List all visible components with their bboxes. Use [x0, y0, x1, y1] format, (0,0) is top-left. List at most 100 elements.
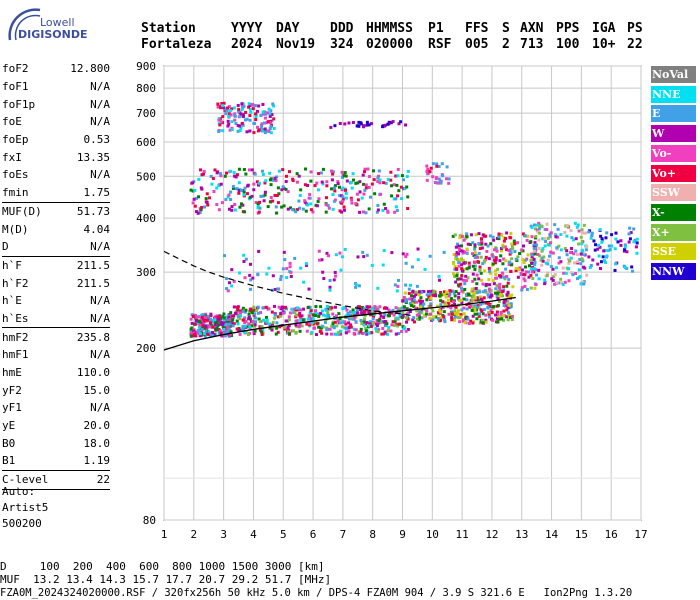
echo-point: [462, 318, 466, 322]
echo-point: [275, 211, 279, 215]
echo-point: [443, 290, 447, 294]
echo-point: [415, 313, 419, 317]
echo-point: [192, 332, 196, 336]
echo-point: [394, 205, 398, 209]
echo-point: [248, 129, 252, 133]
param-value: 18.0: [83, 436, 111, 450]
echo-point: [367, 324, 371, 328]
echo-point: [509, 247, 513, 251]
echo-point: [364, 308, 368, 312]
echo-point: [365, 123, 369, 127]
echo-point: [324, 196, 328, 200]
echo-point: [234, 175, 238, 179]
echo-point: [303, 183, 307, 187]
echo-point: [268, 127, 272, 131]
echo-point: [227, 193, 231, 197]
echo-point: [576, 277, 580, 281]
echo-point: [347, 121, 351, 125]
echo-point: [537, 221, 541, 225]
echo-point: [224, 107, 228, 111]
echo-point: [273, 316, 277, 320]
echo-point: [256, 206, 260, 210]
echo-point: [428, 292, 432, 296]
echo-point: [425, 293, 429, 297]
echo-point: [357, 120, 361, 124]
echo-point: [475, 308, 479, 312]
echo-point: [559, 248, 563, 252]
echo-point: [255, 308, 259, 312]
x-tick-label: 10: [426, 528, 439, 541]
echo-point: [361, 306, 365, 310]
echo-point: [456, 252, 460, 256]
echo-point: [463, 317, 467, 321]
echo-point: [277, 192, 281, 196]
echo-point: [545, 222, 549, 226]
legend-item: NNW: [651, 263, 696, 280]
echo-point: [372, 169, 376, 173]
echo-point: [376, 176, 380, 180]
echo-point: [604, 236, 608, 240]
echo-point: [465, 251, 469, 255]
echo-point: [251, 321, 255, 325]
echo-point: [480, 242, 484, 246]
echo-point: [491, 235, 495, 239]
echo-point: [453, 294, 457, 298]
echo-point: [535, 223, 539, 227]
echo-point: [362, 182, 366, 186]
echo-point: [248, 317, 252, 321]
echo-point: [315, 204, 319, 208]
echo-point: [544, 239, 548, 243]
echo-point: [532, 223, 536, 227]
echo-point: [229, 197, 233, 201]
param-value: N/A: [90, 401, 110, 415]
echo-point: [500, 249, 504, 253]
echo-point: [340, 210, 344, 214]
echo-point: [231, 186, 235, 190]
echo-point: [333, 305, 337, 309]
echo-point: [487, 278, 491, 282]
echo-point: [237, 191, 241, 195]
echo-point: [443, 301, 447, 305]
echo-point: [247, 317, 251, 321]
echo-point: [370, 306, 374, 310]
echo-point: [190, 313, 194, 317]
echo-point: [428, 254, 432, 258]
echo-point: [454, 305, 458, 309]
echo-point: [459, 286, 463, 290]
echo-point: [265, 318, 269, 322]
echo-point: [317, 197, 321, 201]
echo-point: [200, 315, 204, 319]
echo-point: [457, 247, 461, 251]
echo-point: [268, 171, 272, 175]
echo-point: [565, 223, 569, 227]
param-row: C-level 22: [2, 471, 110, 489]
x-tick-label: 5: [280, 528, 287, 541]
echo-point: [460, 263, 464, 267]
header-s-value: 2: [502, 37, 510, 52]
echo-point: [589, 236, 593, 240]
echo-point: [504, 298, 508, 302]
echo-point: [280, 188, 284, 192]
echo-point: [414, 293, 418, 297]
echo-point: [206, 314, 210, 318]
echo-point: [361, 210, 365, 214]
echo-point: [269, 178, 273, 182]
echo-point: [337, 331, 341, 335]
echo-point: [559, 277, 563, 281]
echo-point: [297, 174, 301, 178]
echo-point: [500, 271, 504, 275]
x-tick-label: 12: [485, 528, 498, 541]
echo-point: [497, 295, 501, 299]
echo-point: [504, 236, 508, 240]
legend-item: E: [651, 105, 696, 123]
echo-point: [587, 230, 591, 234]
echo-point: [596, 262, 600, 266]
echo-point: [507, 262, 511, 266]
echo-point: [261, 172, 265, 176]
echo-point: [347, 329, 351, 333]
echo-point: [248, 195, 252, 199]
echo-point: [368, 305, 372, 309]
echo-point: [236, 124, 240, 128]
echo-point: [253, 172, 257, 176]
echo-point: [365, 253, 369, 257]
